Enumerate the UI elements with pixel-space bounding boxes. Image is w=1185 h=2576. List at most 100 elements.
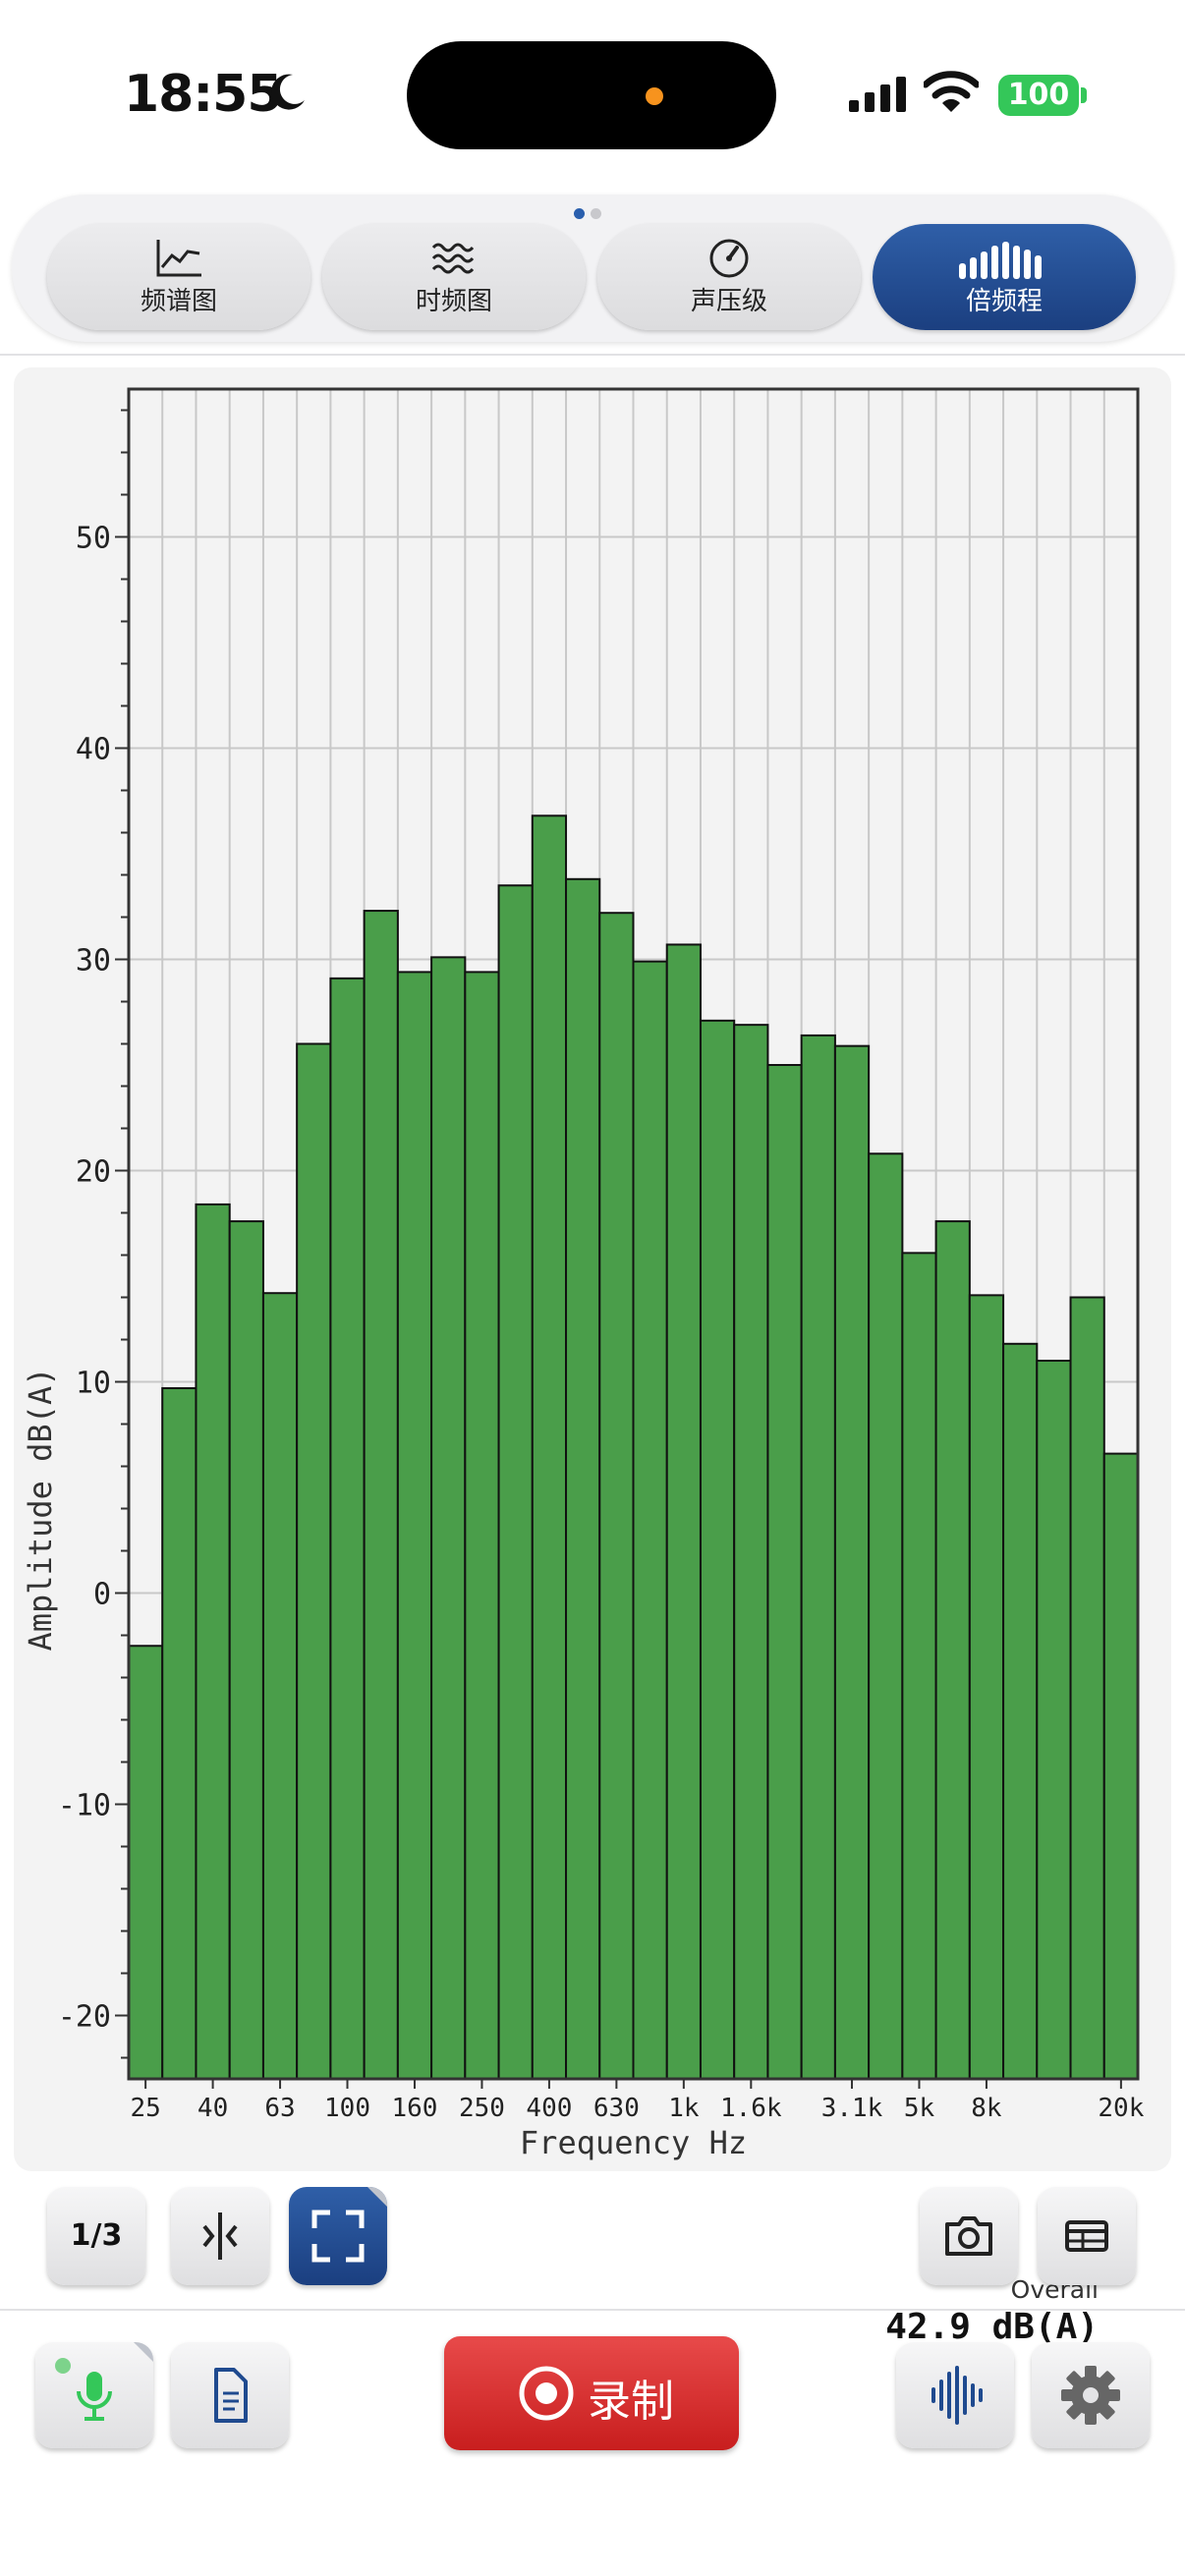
octave-bar [934, 1220, 971, 2080]
dynamic-island [407, 41, 776, 149]
overall-value: 42.9 dB(A) [885, 2307, 1099, 2347]
octave-bar [699, 1019, 736, 2080]
tab-sound-level[interactable]: 声压级 [597, 224, 861, 330]
x-tick-label: 8k [971, 2094, 1002, 2123]
octave-bar [1102, 1452, 1140, 2080]
octave-bar [766, 1064, 803, 2080]
x-tick-label: 20k [1098, 2094, 1144, 2123]
privacy-indicator [646, 87, 663, 105]
cursor-split-button[interactable] [171, 2187, 269, 2285]
octave-bar [531, 814, 568, 2080]
octave-bar [261, 1292, 299, 2080]
x-tick-label: 160 [391, 2094, 437, 2123]
split-cursor-icon [202, 2212, 238, 2260]
octave-bar [800, 1034, 836, 2080]
y-tick-label: -10 [58, 1789, 111, 1823]
y-tick-label: 10 [76, 1367, 111, 1401]
y-tick-label: 0 [93, 1578, 111, 1612]
corner-fold [134, 2342, 153, 2362]
waveform-button[interactable] [896, 2342, 1014, 2448]
page-dot-active [574, 208, 585, 219]
octave-bar [833, 1044, 871, 2080]
document-button[interactable] [171, 2342, 289, 2448]
page-indicator [574, 204, 607, 223]
octave-bar [195, 1203, 231, 2080]
octave-bar [733, 1024, 769, 2080]
x-tick-label: 3.1k [821, 2094, 883, 2123]
battery-cap [1081, 87, 1087, 103]
octave-bar [968, 1294, 1005, 2080]
waves-icon [431, 243, 475, 274]
octave-bar [901, 1252, 937, 2080]
bottom-divider [0, 2309, 1185, 2311]
plot-frame [127, 387, 1140, 2081]
line-chart-icon [156, 240, 201, 277]
microphone-icon [55, 2358, 112, 2421]
gauge-icon [709, 239, 749, 278]
octave-bar [396, 971, 433, 2080]
y-tick-label: -20 [58, 2000, 111, 2035]
octave-bar [296, 1042, 332, 2080]
screenshot-button[interactable] [920, 2187, 1018, 2285]
octave-bar [1069, 1296, 1105, 2080]
y-tick-label: 50 [76, 522, 111, 556]
x-tick-label: 25 [130, 2094, 160, 2123]
tab-octave[interactable]: 倍频程 [873, 224, 1136, 330]
fullscreen-icon [311, 2210, 365, 2263]
octave-bar [598, 912, 635, 2081]
corner-fold [367, 2187, 387, 2207]
tab-label: 倍频程 [965, 287, 1043, 316]
x-tick-label: 5k [904, 2094, 935, 2123]
octave-bar [1036, 1360, 1072, 2080]
octave-bar [329, 977, 366, 2080]
microphone-button[interactable] [35, 2342, 153, 2448]
octave-bar-chart[interactable]: -20 -10 0 10 20 30 40 50 25 40 63 100 160 250 400 630 1k… [14, 367, 1171, 2171]
settings-button[interactable] [1032, 2342, 1150, 2448]
tab-spectrum[interactable]: 频谱图 [47, 224, 310, 330]
mode-tab-bar: 频谱图 时频图 声压级 倍频程 [12, 195, 1173, 342]
top-divider [0, 354, 1185, 356]
document-icon [214, 2368, 248, 2423]
tab-label: 声压级 [690, 287, 767, 316]
camera-icon [945, 2216, 992, 2256]
octave-bar [497, 884, 534, 2080]
octave-bar [228, 1220, 264, 2080]
status-time: 18:55 [124, 65, 283, 124]
octave-bar [464, 971, 500, 2080]
y-tick-label: 30 [76, 944, 111, 979]
x-tick-label: 40 [198, 2094, 228, 2123]
octave-bar [363, 910, 399, 2080]
octave-bar [161, 1386, 198, 2080]
fullscreen-button[interactable] [289, 2187, 387, 2285]
octave-bar [128, 1645, 164, 2080]
octave-bar [565, 877, 601, 2080]
octave-bar [430, 956, 467, 2080]
tab-spectrogram[interactable]: 时频图 [322, 224, 586, 330]
octave-bar [868, 1152, 904, 2080]
record-icon [519, 2366, 574, 2421]
octave-bar [1002, 1342, 1039, 2080]
chart-panel: -20 -10 0 10 20 30 40 50 25 40 63 100 160 250 400 630 1k… [14, 367, 1171, 2364]
octave-bar [665, 943, 702, 2081]
x-tick-label: 1k [668, 2094, 700, 2123]
page-dot [591, 208, 601, 219]
x-axis-label: Frequency Hz [520, 2124, 747, 2161]
x-tick-label: 250 [459, 2094, 505, 2123]
octave-bar [632, 960, 668, 2080]
cellular-signal-icon [849, 77, 906, 112]
resolution-label: 1/3 [70, 2218, 123, 2253]
table-icon [1065, 2220, 1108, 2252]
record-label: 录制 [588, 2377, 674, 2427]
octave-bars-icon [959, 242, 1042, 279]
record-button[interactable]: 录制 [444, 2336, 739, 2450]
table-view-button[interactable] [1038, 2187, 1136, 2285]
y-tick-label: 20 [76, 1155, 111, 1190]
wifi-icon [924, 71, 979, 112]
moon-icon [271, 74, 305, 110]
x-tick-label: 400 [526, 2094, 572, 2123]
waveform-icon [931, 2366, 983, 2425]
x-tick-label: 100 [324, 2094, 370, 2123]
tab-label: 时频图 [415, 287, 492, 316]
x-tick-label: 63 [264, 2094, 295, 2123]
resolution-button[interactable]: 1/3 [47, 2187, 145, 2285]
